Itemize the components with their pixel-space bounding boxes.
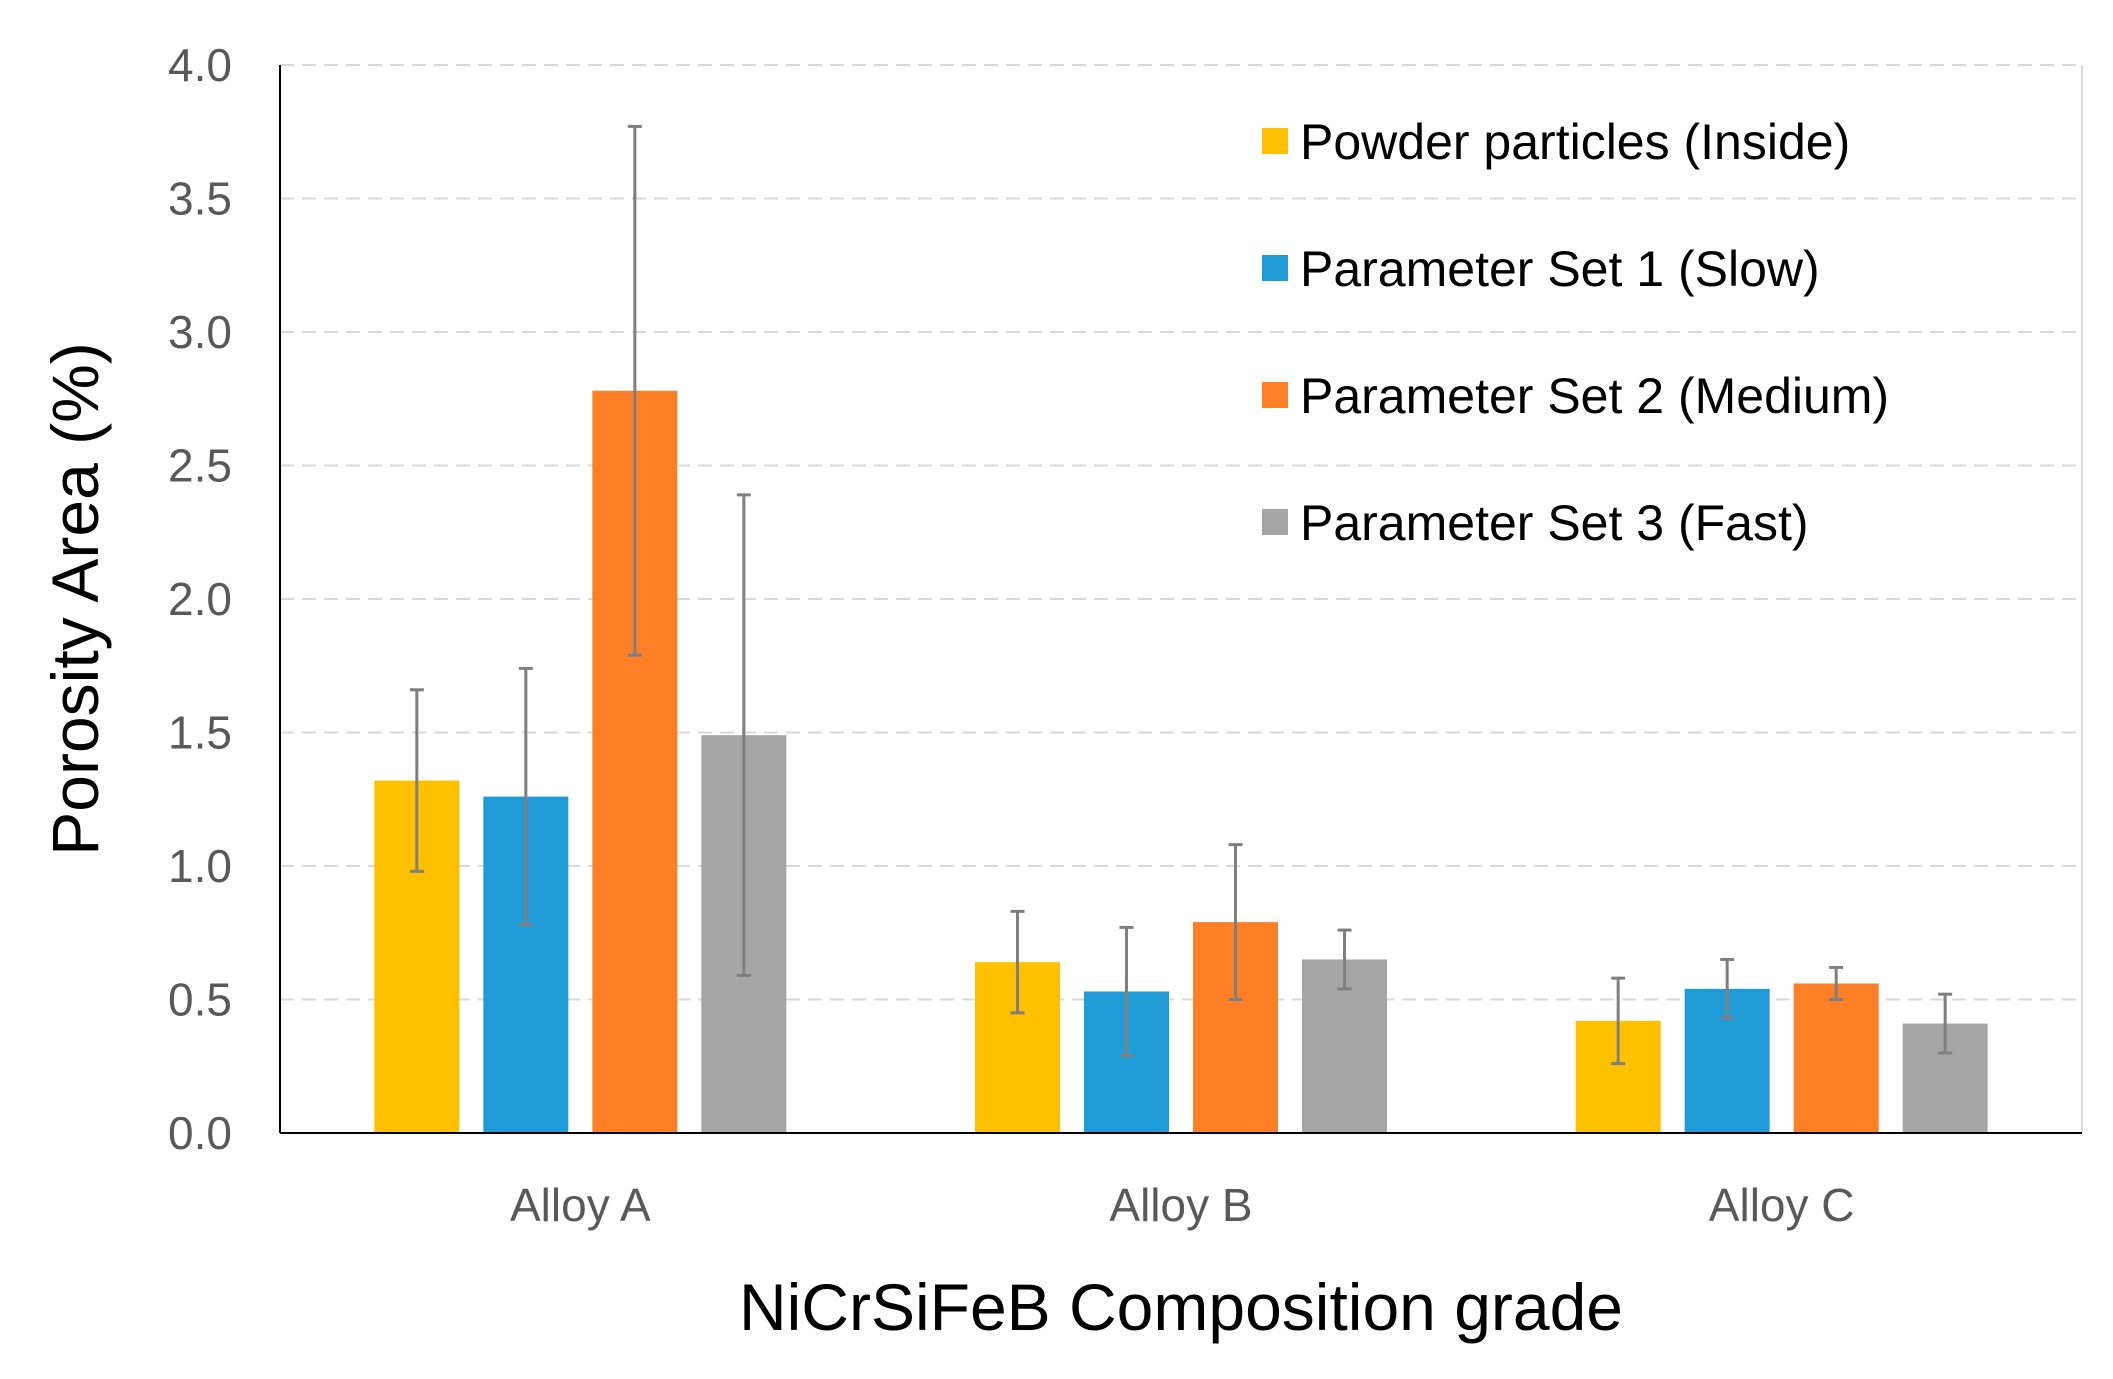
- y-tick-labels: 0.0 0.5 1.0 1.5 2.0 2.5 3.0 3.5 4.0: [168, 39, 232, 1159]
- legend-swatch: [1262, 509, 1288, 535]
- legend-swatch: [1262, 255, 1288, 281]
- y-tick-label: 0.5: [168, 974, 232, 1026]
- legend-label: Parameter Set 2 (Medium): [1300, 368, 1889, 424]
- legend-swatch: [1262, 382, 1288, 408]
- y-tick-label: 1.5: [168, 707, 232, 759]
- y-tick-label: 2.0: [168, 573, 232, 625]
- y-tick-label: 0.0: [168, 1107, 232, 1159]
- y-tick-label: 2.5: [168, 440, 232, 492]
- bar: [1793, 983, 1879, 1133]
- legend-swatch: [1262, 128, 1288, 154]
- y-tick-label: 4.0: [168, 39, 232, 91]
- x-tick-label: Alloy C: [1709, 1179, 1855, 1231]
- x-axis-title: NiCrSiFeB Composition grade: [739, 1270, 1623, 1344]
- x-tick-labels: Alloy A Alloy B Alloy C: [510, 1179, 1855, 1231]
- legend-label: Parameter Set 3 (Fast): [1300, 495, 1809, 551]
- y-axis-title: Porosity Area (%): [38, 342, 112, 856]
- y-tick-label: 3.5: [168, 173, 232, 225]
- y-tick-label: 1.0: [168, 840, 232, 892]
- legend: Powder particles (Inside) Parameter Set 1…: [1262, 114, 1889, 551]
- legend-label: Powder particles (Inside): [1300, 114, 1850, 170]
- axes: [279, 64, 2083, 1134]
- y-tick-label: 3.0: [168, 306, 232, 358]
- error-bars: [409, 124, 1953, 1066]
- x-tick-label: Alloy B: [1109, 1179, 1252, 1231]
- legend-label: Parameter Set 1 (Slow): [1300, 241, 1820, 297]
- x-tick-label: Alloy A: [510, 1179, 651, 1231]
- bars: [374, 390, 1988, 1133]
